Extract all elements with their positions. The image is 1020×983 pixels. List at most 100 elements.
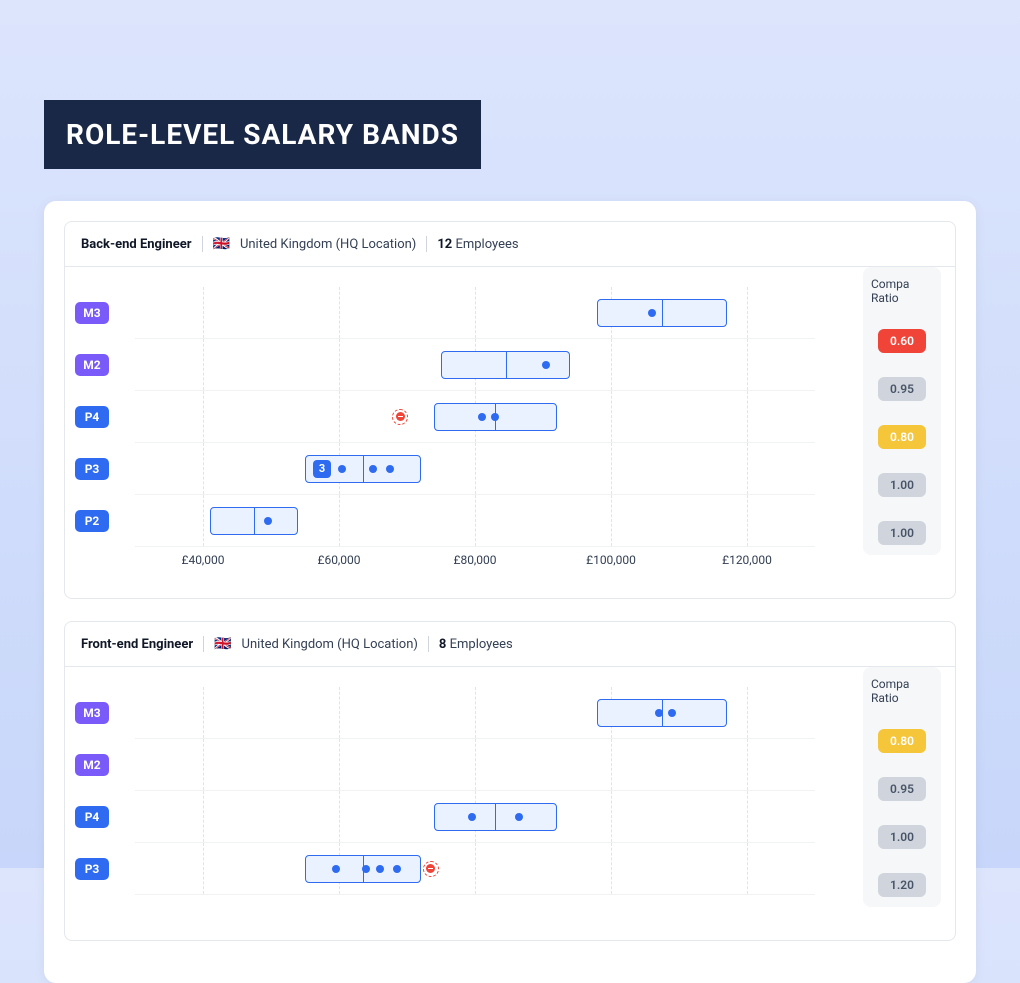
band-midline	[363, 456, 364, 482]
level-badge: P3	[75, 858, 109, 880]
employee-count: 8 Employees	[439, 637, 513, 652]
gridline	[475, 687, 476, 738]
gridline	[203, 339, 204, 390]
employee-dot[interactable]	[393, 865, 401, 873]
gridline	[747, 739, 748, 790]
employee-dot[interactable]	[386, 465, 394, 473]
gridline	[203, 739, 204, 790]
gridline	[747, 791, 748, 842]
gridline	[203, 443, 204, 494]
gridline	[203, 687, 204, 738]
location-text: United Kingdom (HQ Location)	[240, 237, 416, 252]
gridline	[339, 287, 340, 338]
chart-wrap: Compa Ratio0.600.950.801.001.00M3M2P4P33…	[65, 267, 955, 598]
level-badge: P2	[75, 510, 109, 532]
employee-dot[interactable]	[478, 413, 486, 421]
salary-band-row: P33	[135, 443, 955, 495]
gridline	[611, 443, 612, 494]
chart-track	[135, 739, 815, 791]
flag-icon: 🇬🇧	[214, 636, 231, 652]
x-axis-tick: £100,000	[586, 553, 636, 567]
gridline	[611, 391, 612, 442]
divider	[426, 236, 427, 252]
gridline	[611, 843, 612, 894]
salary-band-row: P2	[135, 495, 955, 547]
gridline	[475, 739, 476, 790]
role-name: Front-end Engineer	[81, 637, 193, 652]
employee-dot[interactable]	[491, 413, 499, 421]
chart-track	[135, 687, 815, 739]
chart-track	[135, 791, 815, 843]
flag-icon: 🇬🇧	[213, 236, 230, 252]
role-name: Back-end Engineer	[81, 237, 192, 252]
gridline	[747, 391, 748, 442]
employee-dot[interactable]	[468, 813, 476, 821]
gridline	[339, 495, 340, 546]
chart-track	[135, 391, 815, 443]
band-midline	[254, 508, 255, 534]
band-midline	[506, 352, 507, 378]
employee-dot[interactable]	[332, 865, 340, 873]
x-axis-tick: £60,000	[317, 553, 360, 567]
salary-band[interactable]	[441, 351, 570, 379]
gridline	[611, 495, 612, 546]
role-header: Front-end Engineer 🇬🇧 United Kingdom (HQ L…	[65, 622, 955, 667]
salary-band[interactable]	[597, 299, 726, 327]
outlier-marker[interactable]	[392, 409, 408, 425]
location-text: United Kingdom (HQ Location)	[242, 637, 418, 652]
employee-dot[interactable]	[655, 709, 663, 717]
gridline	[339, 687, 340, 738]
employee-cluster[interactable]: 3	[313, 460, 331, 478]
gridline	[475, 495, 476, 546]
x-axis-tick: £80,000	[453, 553, 496, 567]
chart-track: 3	[135, 443, 815, 495]
salary-band-row: M2	[135, 339, 955, 391]
salary-band-row: M2	[135, 739, 955, 791]
page-title: ROLE-LEVEL SALARY BANDS	[44, 100, 481, 169]
salary-band-row: M3	[135, 287, 955, 339]
chart-track	[135, 495, 815, 547]
employee-dot[interactable]	[376, 865, 384, 873]
outlier-marker[interactable]	[423, 861, 439, 877]
gridline	[747, 843, 748, 894]
gridline	[203, 287, 204, 338]
gridline	[339, 739, 340, 790]
gridline	[475, 843, 476, 894]
gridline	[203, 791, 204, 842]
band-midline	[495, 804, 496, 830]
chart-track	[135, 287, 815, 339]
gridline	[747, 495, 748, 546]
employee-dot[interactable]	[515, 813, 523, 821]
salary-band[interactable]	[434, 803, 556, 831]
employee-dot[interactable]	[369, 465, 377, 473]
x-axis-tick: £40,000	[181, 553, 224, 567]
chart-wrap: Compa Ratio0.800.951.001.20M3M2P4P3	[65, 667, 955, 940]
main-card: Back-end Engineer 🇬🇧 United Kingdom (HQ Lo…	[44, 201, 976, 983]
employee-dot[interactable]	[648, 309, 656, 317]
salary-band[interactable]	[210, 507, 298, 535]
level-badge: P4	[75, 406, 109, 428]
gridline	[747, 443, 748, 494]
employee-dot[interactable]	[362, 865, 370, 873]
gridline	[747, 339, 748, 390]
employee-count: 12 Employees	[437, 237, 518, 252]
gridline	[747, 687, 748, 738]
chart-track	[135, 843, 815, 895]
role-section: Front-end Engineer 🇬🇧 United Kingdom (HQ L…	[64, 621, 956, 941]
gridline	[339, 391, 340, 442]
gridline	[475, 443, 476, 494]
gridline	[611, 739, 612, 790]
employee-dot[interactable]	[668, 709, 676, 717]
gridline	[339, 339, 340, 390]
gridline	[747, 287, 748, 338]
level-badge: M2	[75, 354, 109, 376]
employee-dot[interactable]	[264, 517, 272, 525]
minus-icon	[396, 412, 405, 421]
employee-dot[interactable]	[338, 465, 346, 473]
gridline	[475, 287, 476, 338]
band-midline	[662, 300, 663, 326]
salary-band-row: P4	[135, 391, 955, 443]
employee-dot[interactable]	[542, 361, 550, 369]
gridline	[203, 391, 204, 442]
level-badge: M3	[75, 702, 109, 724]
